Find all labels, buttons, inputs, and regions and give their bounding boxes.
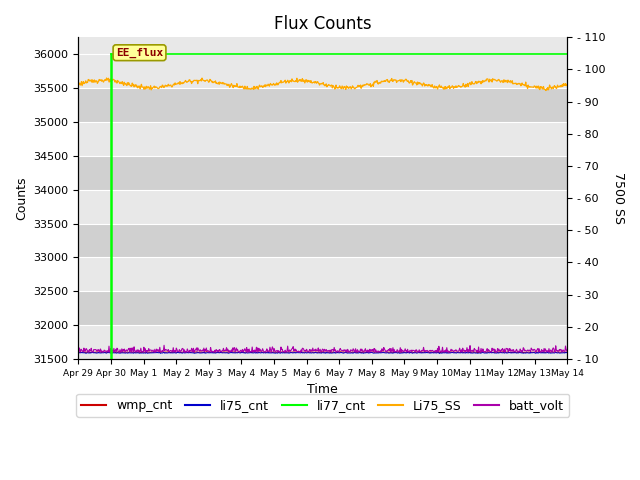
Bar <box>79 257 567 291</box>
Legend: wmp_cnt, li75_cnt, li77_cnt, Li75_SS, batt_volt: wmp_cnt, li75_cnt, li77_cnt, Li75_SS, ba… <box>76 394 570 417</box>
Bar <box>79 156 567 190</box>
Y-axis label: 7500 SS: 7500 SS <box>612 172 625 224</box>
Text: EE_flux: EE_flux <box>116 48 163 58</box>
Title: Flux Counts: Flux Counts <box>274 15 372 33</box>
Y-axis label: Counts: Counts <box>15 176 28 220</box>
Bar <box>79 54 567 88</box>
Bar <box>79 291 567 325</box>
Bar <box>79 88 567 122</box>
Bar <box>79 224 567 257</box>
Bar <box>79 122 567 156</box>
Bar <box>79 325 567 359</box>
X-axis label: Time: Time <box>307 383 339 396</box>
Bar <box>79 190 567 224</box>
